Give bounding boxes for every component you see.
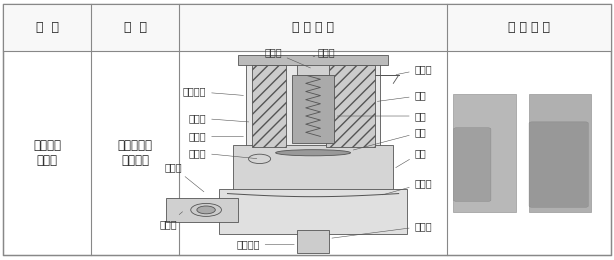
Circle shape [191,203,222,216]
Bar [252,65,286,147]
Text: 阀盘: 阀盘 [353,127,427,150]
Text: 控制腔: 控制腔 [188,131,243,141]
Bar [297,57,329,75]
Bar [219,190,406,235]
Text: 一个入口，
一个出口: 一个入口， 一个出口 [118,139,153,167]
Text: 加压针孔: 加压针孔 [236,240,294,250]
FancyBboxPatch shape [233,145,394,193]
Text: 减压圈: 减压圈 [188,148,257,159]
Text: 进水口: 进水口 [159,212,182,229]
Text: 橡胶膜: 橡胶膜 [383,178,432,195]
Text: 橡胶塞: 橡胶塞 [188,113,249,123]
Text: 过滤网: 过滤网 [165,162,204,192]
Text: 二位二通
电磁阀: 二位二通 电磁阀 [33,139,61,167]
Bar [179,4,447,51]
Text: 小弹簧: 小弹簧 [264,47,311,68]
Bar [3,4,91,51]
Bar [91,4,179,51]
Bar [297,230,329,253]
FancyBboxPatch shape [454,128,491,202]
Ellipse shape [276,150,351,156]
Text: 名  称: 名 称 [36,21,59,34]
Text: 电 路 符 号: 电 路 符 号 [292,21,334,34]
Text: 铁芯: 铁芯 [337,111,427,121]
Text: 线圈: 线圈 [378,90,427,101]
Bar [166,198,238,222]
Text: 泄压孔: 泄压孔 [332,221,432,238]
Circle shape [197,206,216,214]
Bar [238,55,388,65]
Text: 特  性: 特 性 [124,21,147,34]
Bar [327,65,375,147]
Bar [529,94,591,212]
Bar [453,94,516,212]
Bar [246,61,380,149]
FancyBboxPatch shape [529,122,588,207]
Text: 阀体: 阀体 [395,148,427,168]
Text: 实 物 外 形: 实 物 外 形 [508,21,550,34]
Text: 接线片: 接线片 [396,64,432,75]
Text: 导磁铁架: 导磁铁架 [182,87,243,96]
Bar [447,4,611,51]
Bar [292,75,335,142]
Text: 隔水套: 隔水套 [313,47,335,57]
